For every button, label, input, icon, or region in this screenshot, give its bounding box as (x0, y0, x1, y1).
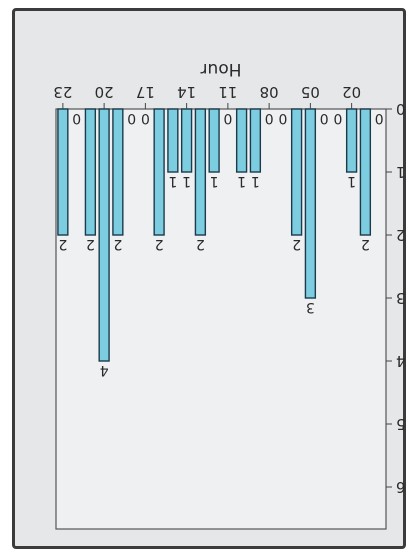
plot-area (55, 108, 387, 530)
bar-10 (235, 108, 248, 173)
bar-value-label-16: 2 (155, 236, 164, 252)
bar-01 (359, 108, 372, 236)
bar-value-label-02: 1 (347, 173, 356, 189)
bar-value-label-15: 1 (168, 173, 177, 189)
bar-value-label-06: 2 (292, 236, 301, 252)
bar-12 (208, 108, 220, 173)
bar-value-label-22: 0 (72, 110, 81, 126)
y-tick-label-3: 3 (396, 289, 406, 307)
bar-02 (345, 108, 358, 173)
x-tick-label-20: 20 (95, 83, 114, 101)
x-tick-label-17: 17 (136, 83, 155, 101)
bar-value-label-20: 4 (100, 362, 109, 378)
bar-value-label-23: 2 (58, 236, 67, 252)
bar-value-label-09: 1 (251, 173, 260, 189)
bar-value-label-07: 0 (278, 110, 287, 126)
bar-09 (249, 108, 262, 173)
bar-14 (180, 108, 193, 173)
x-tick-label-11: 11 (218, 83, 237, 101)
bar-16 (153, 108, 165, 236)
bar-15 (167, 108, 179, 173)
bar-value-label-08: 0 (265, 110, 274, 126)
x-tick-label-05: 05 (301, 83, 320, 101)
bar-value-label-05: 3 (306, 299, 315, 315)
bar-13 (194, 108, 207, 236)
x-tick-label-08: 08 (260, 83, 279, 101)
bar-value-label-04: 0 (320, 110, 329, 126)
bar-value-label-17: 0 (141, 110, 150, 126)
bar-23 (57, 108, 69, 236)
bar-value-label-01: 2 (361, 236, 370, 252)
plot-layer: 0210032001101211200242020205081114172023… (53, 59, 406, 530)
x-tick-label-02: 02 (342, 83, 361, 101)
bar-value-label-21: 2 (86, 236, 95, 252)
bar-value-label-03: 0 (333, 110, 342, 126)
bar-20 (98, 108, 110, 362)
y-tick-label-2: 2 (396, 226, 406, 244)
bar-value-label-10: 1 (237, 173, 246, 189)
bar-value-label-14: 1 (182, 173, 191, 189)
bar-06 (290, 108, 303, 236)
bar-value-label-11: 0 (223, 110, 232, 126)
bar-value-label-12: 1 (210, 173, 219, 189)
y-tick-label-5: 5 (396, 415, 406, 433)
x-axis-title: Hour (201, 59, 242, 79)
bar-05 (304, 108, 317, 299)
y-tick-label-4: 4 (396, 352, 406, 370)
y-tick-label-0: 0 (396, 100, 406, 118)
y-tick-label-1: 1 (396, 163, 406, 181)
bar-19 (112, 108, 124, 236)
bar-21 (84, 108, 97, 236)
bar-value-label-19: 2 (113, 236, 122, 252)
bar-value-label-18: 0 (127, 110, 136, 126)
x-tick-label-14: 14 (177, 83, 196, 101)
rotated-chart-group: 0210032001101211200242020205081114172023… (53, 59, 406, 530)
bar-value-label-00: 0 (375, 110, 384, 126)
y-tick-label-6: 6 (396, 478, 406, 496)
x-tick-label-23: 23 (53, 83, 72, 101)
bar-value-label-13: 2 (196, 236, 205, 252)
